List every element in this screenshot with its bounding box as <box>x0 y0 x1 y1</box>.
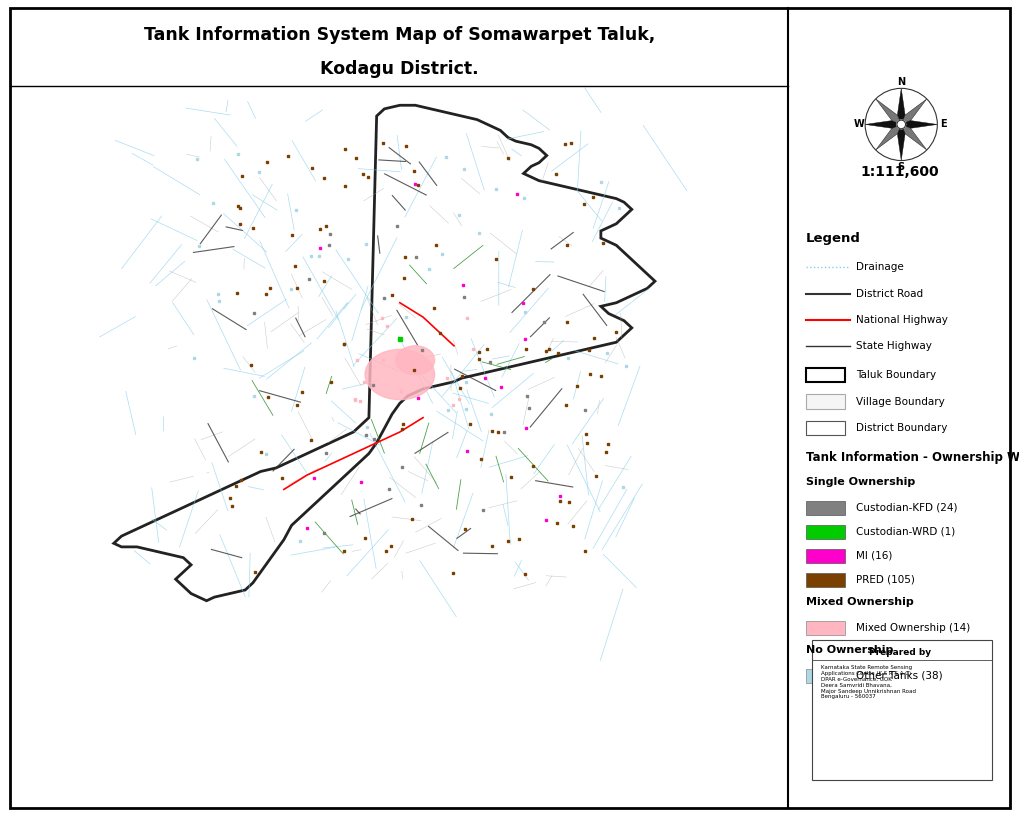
Text: W: W <box>853 119 863 130</box>
Text: Karnataka State Remote Sensing
Applications Centre (K S R S A C)
DPAR e-Governan: Karnataka State Remote Sensing Applicati… <box>820 666 915 699</box>
Polygon shape <box>875 125 901 150</box>
Text: Mixed Ownership (14): Mixed Ownership (14) <box>856 623 970 633</box>
Text: E: E <box>940 119 947 130</box>
Text: Custodian-KFD (24): Custodian-KFD (24) <box>856 503 957 513</box>
Ellipse shape <box>395 346 434 375</box>
FancyBboxPatch shape <box>811 640 991 780</box>
Polygon shape <box>897 88 904 125</box>
FancyBboxPatch shape <box>805 621 845 635</box>
Polygon shape <box>864 121 901 128</box>
Polygon shape <box>901 125 926 150</box>
Text: Mixed Ownership: Mixed Ownership <box>805 596 913 607</box>
Polygon shape <box>897 125 904 161</box>
FancyBboxPatch shape <box>805 525 845 539</box>
Text: Village Boundary: Village Boundary <box>856 397 945 406</box>
Text: District Road: District Road <box>856 289 922 299</box>
Ellipse shape <box>365 349 434 400</box>
Text: Taluk Boundary: Taluk Boundary <box>856 370 935 380</box>
Text: National Highway: National Highway <box>856 315 948 325</box>
FancyBboxPatch shape <box>805 501 845 515</box>
FancyBboxPatch shape <box>805 573 845 588</box>
Polygon shape <box>901 121 936 128</box>
Text: 1:111,600: 1:111,600 <box>860 165 938 179</box>
Text: N: N <box>897 77 905 86</box>
Text: District Boundary: District Boundary <box>856 423 947 433</box>
Text: MI (16): MI (16) <box>856 551 892 561</box>
FancyBboxPatch shape <box>805 368 845 383</box>
Text: Custodian-WRD (1): Custodian-WRD (1) <box>856 527 955 537</box>
Text: No Ownership: No Ownership <box>805 645 893 654</box>
Text: Drainage: Drainage <box>856 262 903 273</box>
Text: Tank Information System Map of Somawarpet Taluk,: Tank Information System Map of Somawarpe… <box>144 26 654 44</box>
FancyBboxPatch shape <box>805 548 845 563</box>
Text: State Highway: State Highway <box>856 341 931 352</box>
Polygon shape <box>901 99 926 125</box>
Text: Tank Information - Ownership Wise: Tank Information - Ownership Wise <box>805 451 1019 464</box>
Text: Prepared by: Prepared by <box>868 648 930 657</box>
Circle shape <box>896 120 905 129</box>
Text: Other Tanks (38): Other Tanks (38) <box>856 671 942 681</box>
Text: Legend: Legend <box>805 232 860 245</box>
FancyBboxPatch shape <box>805 421 845 435</box>
Polygon shape <box>875 99 901 125</box>
Text: S: S <box>897 162 904 172</box>
FancyBboxPatch shape <box>805 668 845 683</box>
FancyBboxPatch shape <box>805 394 845 409</box>
Polygon shape <box>114 105 654 601</box>
Text: Single Ownership: Single Ownership <box>805 477 914 487</box>
Text: PRED (105): PRED (105) <box>856 575 914 585</box>
Text: Kodagu District.: Kodagu District. <box>320 60 478 78</box>
